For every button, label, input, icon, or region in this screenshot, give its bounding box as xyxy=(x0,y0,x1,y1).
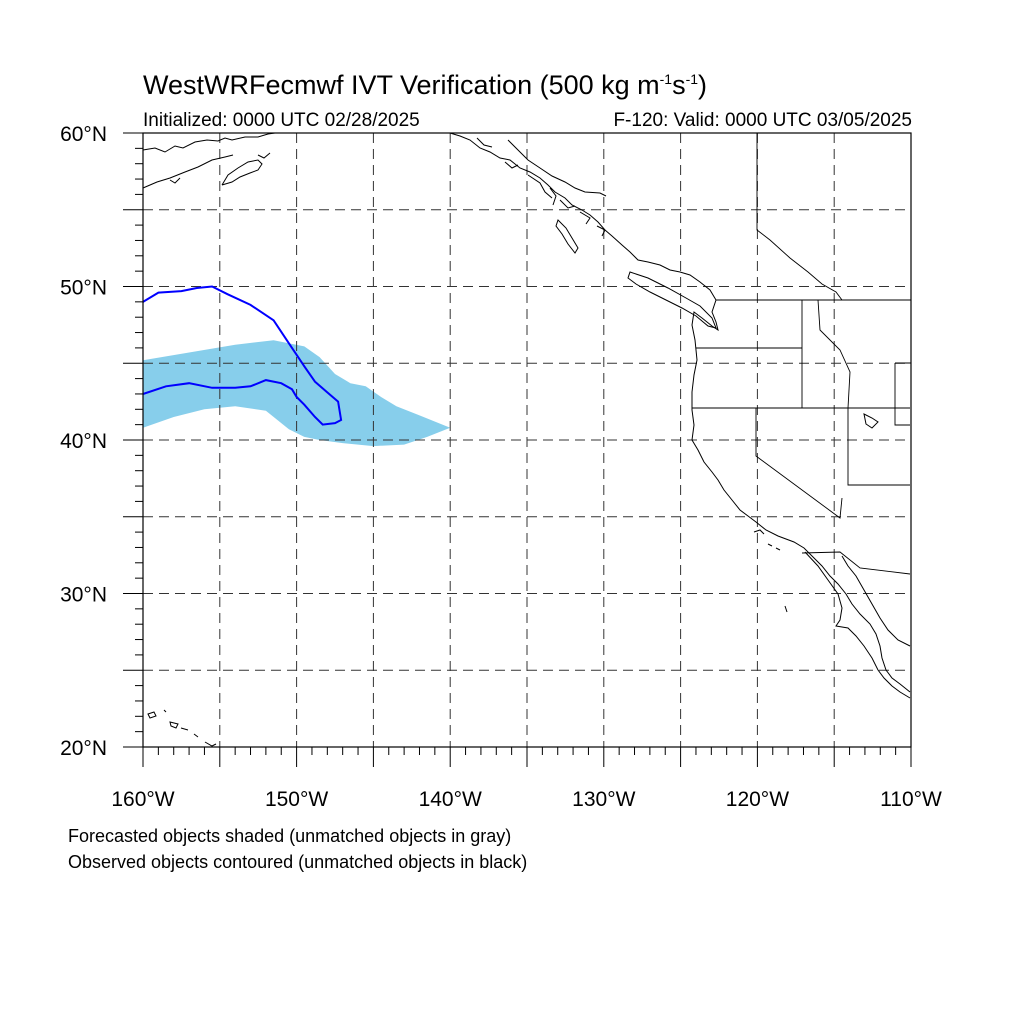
title-unit-s: s xyxy=(672,70,686,100)
forecast-object-layer xyxy=(143,340,451,447)
title-close: ) xyxy=(698,70,708,100)
axis-label-layer: 20°N 30°N 40°N 50°N 60°N 160°W 150°W 140°W 130°W… xyxy=(60,123,942,811)
baja-peninsula-west xyxy=(804,551,911,699)
lat-tick-label: 20°N xyxy=(60,737,107,760)
lat-tick-label: 30°N xyxy=(60,584,107,607)
title-unit-exponent-1: -1 xyxy=(659,71,673,87)
lon-tick-label: 140°W xyxy=(419,788,482,811)
lon-tick-label: 120°W xyxy=(726,788,789,811)
valid-time-label: F-120: Valid: 0000 UTC 03/05/2025 xyxy=(613,110,912,131)
canada-province-lines xyxy=(756,133,843,301)
vancouver-island xyxy=(627,271,717,329)
forecast-object-shade xyxy=(143,340,451,447)
guadalupe-island xyxy=(784,605,788,613)
lat-tick-label: 40°N xyxy=(60,430,107,453)
state-boundaries xyxy=(692,299,911,575)
coastline-layer xyxy=(142,132,911,747)
lon-tick-label: 150°W xyxy=(265,788,328,811)
legend-observed-note: Observed objects contoured (unmatched ob… xyxy=(68,852,528,872)
lon-tick-label: 130°W xyxy=(572,788,635,811)
lon-tick-label: 110°W xyxy=(880,788,942,811)
lat-tick-label: 50°N xyxy=(60,277,107,300)
title-text: WestWRFecmwf IVT Verification (500 kg m xyxy=(143,70,660,100)
panhandle-coastline xyxy=(449,132,717,301)
lon-tick-label: 160°W xyxy=(111,788,174,811)
observed-object-layer xyxy=(142,285,343,426)
tick-layer xyxy=(123,132,912,767)
us-west-coastline xyxy=(691,299,911,693)
title-unit-exponent-2: -1 xyxy=(685,71,699,87)
hawaii-islands xyxy=(147,709,217,747)
grid-layer xyxy=(143,133,911,747)
observed-object-contour xyxy=(142,285,343,426)
lat-tick-label: 60°N xyxy=(60,123,107,146)
gulf-of-california-east xyxy=(841,555,911,647)
map-frame xyxy=(142,132,912,748)
great-salt-lake xyxy=(863,413,879,429)
legend-forecast-note: Forecasted objects shaded (unmatched obj… xyxy=(68,826,512,846)
channel-islands xyxy=(753,529,781,551)
alaska-coastline xyxy=(142,132,292,189)
haida-gwaii xyxy=(555,219,579,254)
initialized-label: Initialized: 0000 UTC 02/28/2025 xyxy=(143,110,420,131)
chart-title: WestWRFecmwf IVT Verification (500 kg m-… xyxy=(143,70,707,101)
